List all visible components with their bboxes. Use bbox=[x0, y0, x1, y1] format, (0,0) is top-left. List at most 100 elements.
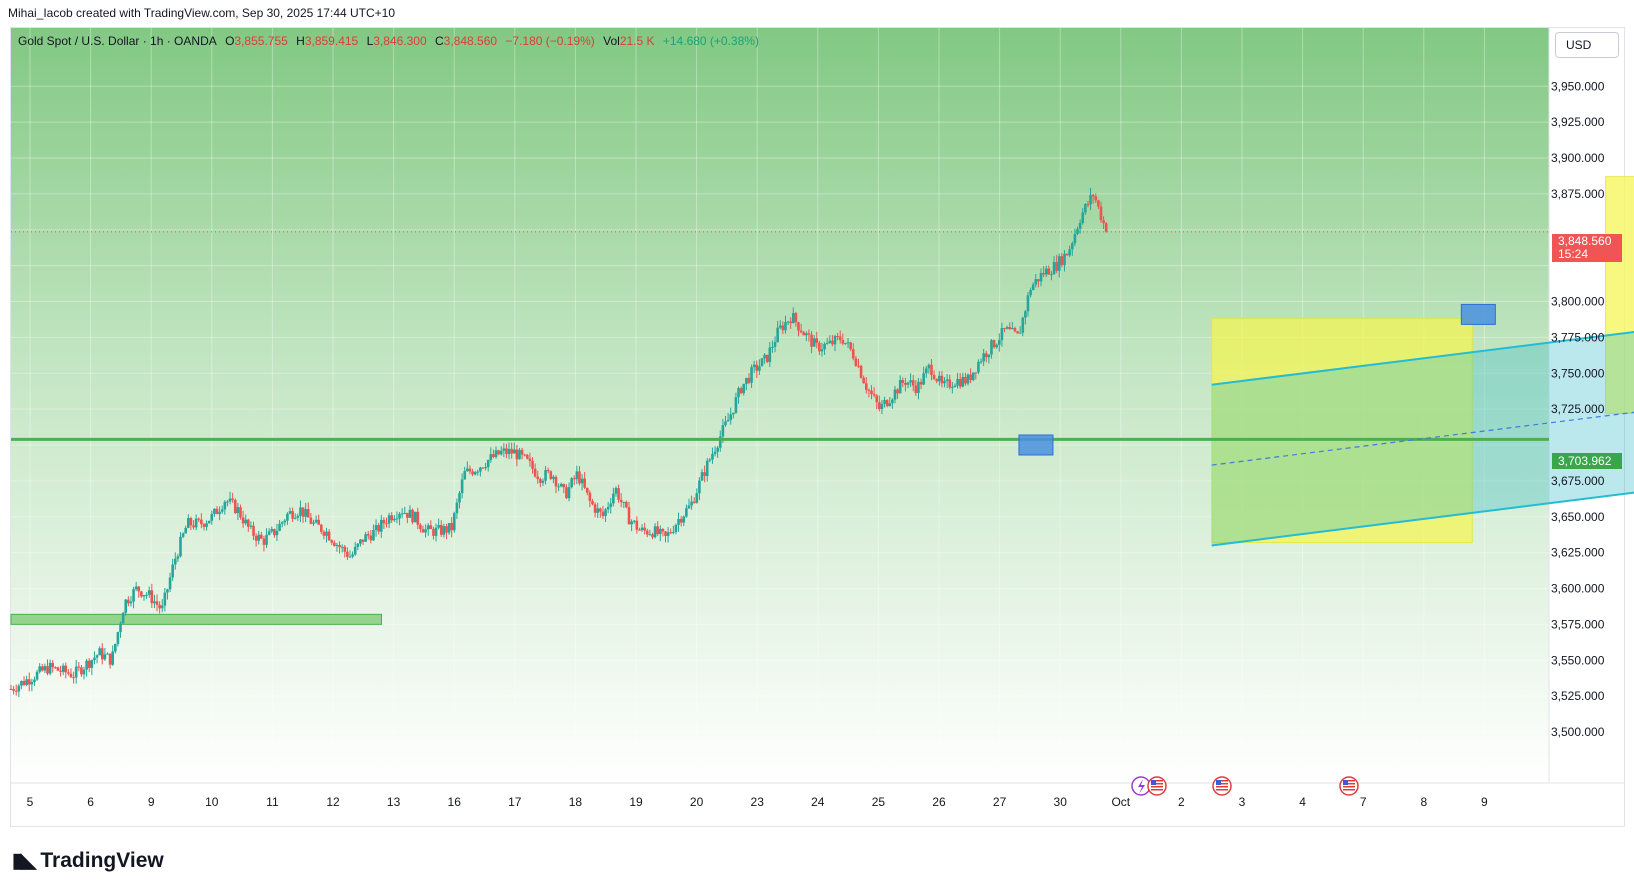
overlay-layer[interactable] bbox=[11, 112, 1634, 547]
candle-body bbox=[82, 669, 86, 675]
attribution-text: Mihai_Iacob created with TradingView.com… bbox=[8, 6, 396, 20]
candle-body bbox=[100, 648, 104, 660]
x-tick-label: 20 bbox=[690, 795, 704, 809]
candle-body bbox=[549, 471, 553, 479]
candle-body bbox=[293, 517, 297, 519]
candle-body bbox=[299, 507, 302, 516]
candle-body bbox=[231, 498, 234, 500]
candle-body bbox=[875, 395, 879, 403]
candle-body bbox=[30, 681, 34, 685]
candle-body bbox=[241, 517, 245, 524]
candle-body bbox=[922, 373, 925, 385]
time-axis[interactable]: 5 6 9 10 11 12 13 16 17 18 19 20 23 24 25 26 27 30 Oct 2 3 4 7… bbox=[27, 795, 1488, 809]
low-value: 3,846.300 bbox=[373, 34, 427, 48]
candle-body bbox=[619, 499, 623, 502]
x-tick-label: 17 bbox=[508, 795, 522, 809]
candle-body bbox=[789, 321, 792, 324]
candle-body bbox=[544, 470, 547, 481]
candle-body bbox=[1037, 279, 1040, 282]
candle-body bbox=[528, 458, 532, 461]
candle-body bbox=[325, 531, 328, 536]
marker-box bbox=[1460, 303, 1496, 325]
candle-body bbox=[572, 478, 576, 480]
currency-button[interactable]: USD bbox=[1555, 32, 1619, 58]
economic-events[interactable] bbox=[1131, 776, 1359, 796]
candle-body bbox=[398, 513, 401, 519]
candle-body bbox=[210, 513, 214, 521]
candle-body bbox=[1084, 204, 1087, 213]
candle-body bbox=[578, 471, 581, 484]
candle-body bbox=[153, 601, 156, 604]
candle-body bbox=[593, 504, 597, 513]
flag-stripe bbox=[1343, 783, 1355, 785]
candle-body bbox=[974, 372, 978, 374]
flag-stripe bbox=[1343, 786, 1355, 788]
candle-body bbox=[625, 501, 628, 508]
candle-body bbox=[734, 397, 738, 413]
volume-label: Vol bbox=[603, 34, 620, 48]
candle-body bbox=[977, 361, 980, 373]
candle-body bbox=[445, 526, 448, 533]
candle-body bbox=[278, 523, 281, 531]
candle-body bbox=[771, 346, 774, 348]
candle-body bbox=[124, 599, 128, 613]
candle-body bbox=[160, 605, 164, 609]
candle-body bbox=[387, 515, 391, 524]
candle-body bbox=[179, 536, 182, 557]
candle-body bbox=[859, 365, 863, 378]
x-tick-label: 11 bbox=[266, 795, 279, 809]
high-label: H bbox=[296, 34, 305, 48]
y-tick-label: 3,650.000 bbox=[1551, 510, 1605, 524]
price-axis[interactable]: 3,500.000 3,525.000 3,550.000 3,575.000 3,60… bbox=[1551, 79, 1605, 739]
candle-body bbox=[486, 460, 490, 468]
candle-body bbox=[1055, 262, 1058, 271]
candle-body bbox=[466, 468, 469, 472]
candle-body bbox=[979, 361, 983, 363]
candle-body bbox=[708, 459, 712, 461]
candle-body bbox=[129, 601, 133, 604]
candle-body bbox=[807, 333, 811, 335]
x-tick-label: 4 bbox=[1299, 795, 1306, 809]
y-tick-label: 3,775.000 bbox=[1551, 330, 1605, 344]
candle-body bbox=[927, 364, 931, 369]
candle-body bbox=[283, 520, 287, 523]
candle-body bbox=[226, 501, 229, 503]
candle-body bbox=[484, 467, 487, 469]
candle-body bbox=[395, 518, 399, 520]
candle-body bbox=[116, 632, 120, 644]
candle-body bbox=[718, 436, 722, 448]
candle-body bbox=[40, 666, 44, 671]
x-tick-label: 10 bbox=[205, 795, 219, 809]
candle-body bbox=[340, 546, 344, 548]
high-value: 3,859.415 bbox=[304, 34, 359, 48]
level-price-tag: 3,703.962 bbox=[1552, 453, 1622, 469]
drawing-layer[interactable] bbox=[10, 112, 1634, 625]
us-flag-icon bbox=[1212, 776, 1232, 796]
candle-body bbox=[911, 380, 915, 386]
x-tick-label: 24 bbox=[811, 795, 825, 809]
tradingview-logo-text: TradingView bbox=[40, 849, 164, 872]
candle-body bbox=[984, 353, 988, 358]
x-tick-label: 30 bbox=[1054, 795, 1068, 809]
candle-body bbox=[359, 539, 362, 544]
candle-body bbox=[622, 501, 626, 503]
candle-body bbox=[510, 448, 513, 454]
x-tick-label: 9 bbox=[1481, 795, 1488, 809]
candle-body bbox=[580, 478, 584, 484]
candle-body bbox=[330, 540, 334, 543]
x-tick-label: 2 bbox=[1178, 795, 1185, 809]
candle-body bbox=[896, 389, 899, 394]
candle-body bbox=[562, 484, 566, 488]
candle-body bbox=[964, 376, 967, 384]
candle-body bbox=[932, 374, 936, 380]
candle-body bbox=[80, 667, 83, 675]
open-value: 3,855.755 bbox=[234, 34, 288, 48]
candle-body bbox=[685, 508, 688, 517]
candle-body bbox=[1060, 256, 1064, 266]
chart-frame[interactable] bbox=[10, 27, 1625, 827]
candle-body bbox=[275, 530, 279, 536]
tradingview-logo[interactable]: ▮◣ TradingView bbox=[12, 848, 164, 873]
candle-body bbox=[1102, 220, 1105, 224]
candle-body bbox=[679, 519, 683, 523]
